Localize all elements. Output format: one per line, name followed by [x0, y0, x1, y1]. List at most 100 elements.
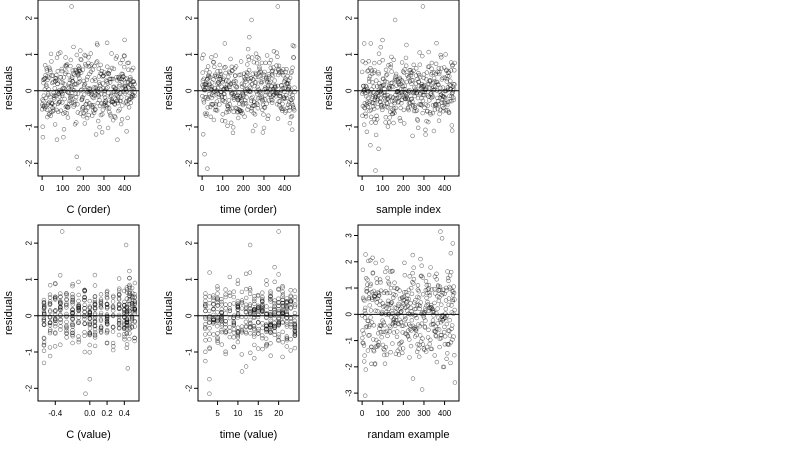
- data-point: [92, 272, 98, 278]
- data-point: [233, 73, 238, 78]
- data-point: [406, 101, 412, 106]
- data-point: [272, 332, 277, 337]
- data-point: [411, 62, 416, 68]
- data-point: [247, 286, 253, 291]
- data-point: [203, 304, 208, 310]
- data-point: [383, 114, 388, 120]
- data-point: [386, 281, 392, 287]
- data-point: [272, 265, 277, 270]
- data-point: [220, 112, 225, 117]
- data-point: [225, 123, 230, 129]
- data-point: [55, 109, 61, 115]
- data-point: [420, 292, 426, 297]
- data-point: [278, 94, 283, 99]
- data-point: [104, 312, 110, 317]
- data-point: [117, 325, 122, 330]
- data-point: [82, 52, 87, 58]
- data-point: [394, 334, 400, 339]
- data-point: [443, 52, 448, 57]
- data-point: [368, 65, 373, 71]
- data-point: [286, 100, 292, 105]
- data-point: [452, 297, 457, 302]
- data-point: [263, 93, 268, 98]
- data-point: [243, 364, 249, 369]
- data-point: [204, 111, 210, 116]
- x-tick-label: 0.2: [101, 409, 113, 418]
- data-point: [241, 82, 247, 88]
- data-point: [215, 338, 220, 343]
- data-point: [372, 68, 377, 73]
- data-point: [431, 313, 436, 318]
- x-tick-label: 0: [200, 184, 205, 193]
- data-point: [266, 72, 271, 77]
- data-point: [260, 336, 265, 341]
- data-point: [76, 337, 82, 342]
- x-tick-label: 200: [237, 184, 251, 193]
- data-point: [110, 329, 116, 334]
- data-point: [432, 286, 437, 292]
- data-point: [404, 42, 409, 48]
- data-point: [82, 298, 87, 303]
- data-point: [81, 92, 87, 97]
- data-point: [50, 109, 55, 114]
- data-point: [434, 102, 439, 108]
- data-point: [238, 59, 244, 64]
- data-point: [402, 67, 407, 72]
- data-point: [94, 60, 99, 65]
- data-point: [105, 64, 110, 69]
- data-point: [199, 56, 205, 61]
- data-point: [92, 294, 98, 299]
- data-point: [385, 275, 390, 281]
- data-point: [452, 60, 457, 66]
- data-point: [60, 100, 65, 105]
- data-point: [377, 81, 382, 86]
- data-point: [247, 325, 253, 330]
- data-point: [201, 97, 206, 103]
- data-point: [409, 285, 414, 291]
- x-tick-label: 5: [215, 409, 220, 418]
- data-point: [124, 342, 130, 347]
- data-point: [251, 110, 256, 116]
- data-point: [418, 256, 423, 262]
- data-point: [110, 304, 116, 309]
- data-point: [207, 345, 212, 350]
- data-point: [116, 291, 122, 296]
- data-point: [384, 328, 390, 334]
- data-point: [406, 296, 411, 302]
- data-point: [53, 321, 58, 327]
- data-point: [127, 301, 132, 307]
- panel-p2: 0 100 200 300 400 -2 -1 0 1 2 time (order) residual…: [163, 0, 300, 216]
- data-point: [285, 73, 290, 79]
- data-point: [235, 301, 241, 306]
- x-tick-label: 0: [360, 409, 365, 418]
- data-point: [372, 100, 378, 106]
- data-point: [64, 303, 69, 308]
- data-point: [62, 110, 68, 115]
- data-point: [422, 325, 428, 330]
- y-tick-label: -2: [185, 159, 194, 167]
- data-point: [226, 74, 231, 80]
- y-tick-label: 0: [25, 313, 34, 318]
- data-point: [52, 103, 57, 108]
- data-point: [431, 321, 436, 326]
- data-point: [61, 135, 66, 140]
- data-point: [250, 94, 255, 100]
- data-point: [428, 112, 433, 117]
- data-point: [122, 334, 127, 340]
- data-point: [401, 323, 406, 328]
- data-point: [228, 56, 233, 62]
- y-tick-label: 0: [185, 313, 194, 318]
- data-point: [449, 123, 454, 128]
- data-point: [427, 290, 432, 296]
- data-point: [447, 318, 452, 323]
- data-point: [284, 334, 289, 339]
- data-point: [261, 72, 266, 77]
- data-point: [219, 118, 225, 123]
- data-point: [264, 75, 269, 80]
- data-point: [239, 289, 245, 295]
- data-point: [451, 290, 457, 296]
- data-point: [276, 319, 281, 324]
- data-point: [89, 90, 95, 96]
- data-point: [292, 85, 297, 90]
- data-point: [276, 296, 281, 301]
